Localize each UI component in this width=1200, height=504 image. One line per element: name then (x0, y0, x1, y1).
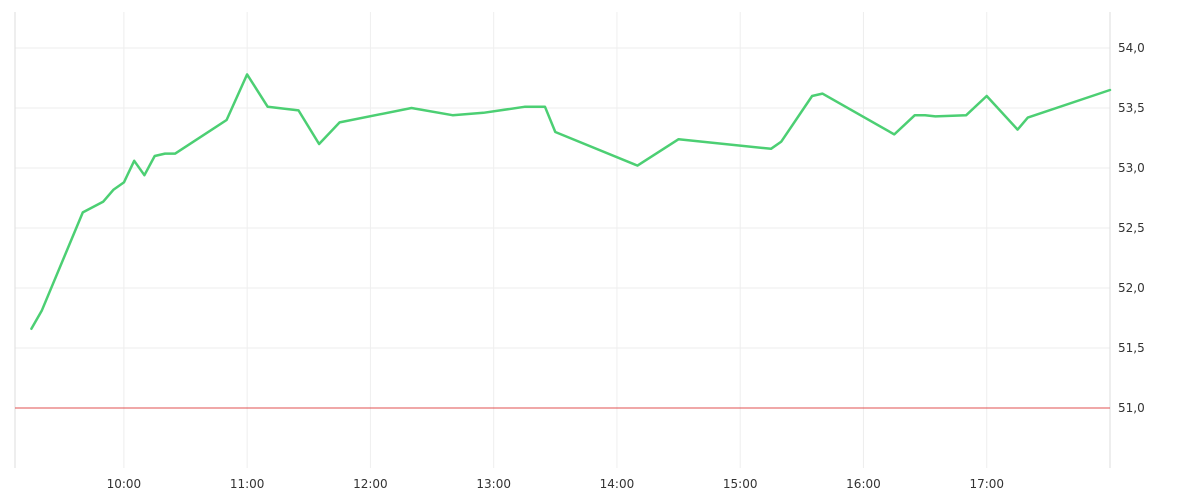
series-line (30, 73, 1112, 331)
y-tick-label: 51,0 (1118, 401, 1145, 415)
x-tick-label: 13:00 (476, 477, 511, 491)
y-tick-label: 53,5 (1118, 101, 1145, 115)
tick-label-layer: 54,0 53,5 53,0 52,5 52,0 51,5 51,0 10:00 11:00 12… (107, 41, 1145, 491)
x-tick-label: 16:00 (846, 477, 881, 491)
x-tick-label: 11:00 (230, 477, 265, 491)
series-layer (30, 73, 1112, 331)
y-tick-label: 53,0 (1118, 161, 1145, 175)
y-tick-label: 54,0 (1118, 41, 1145, 55)
y-tick-label: 51,5 (1118, 341, 1145, 355)
y-tick-label: 52,5 (1118, 221, 1145, 235)
y-tick-label: 52,0 (1118, 281, 1145, 295)
x-tick-label: 10:00 (107, 477, 142, 491)
x-tick-label: 14:00 (600, 477, 635, 491)
x-tick-label: 15:00 (723, 477, 758, 491)
x-tick-label: 12:00 (353, 477, 388, 491)
x-tick-label: 17:00 (969, 477, 1004, 491)
axis-layer (14, 12, 1111, 468)
grid-layer (15, 12, 1110, 468)
